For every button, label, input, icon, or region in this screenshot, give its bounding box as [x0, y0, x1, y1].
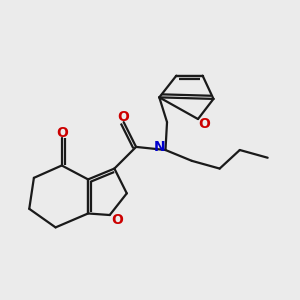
Text: O: O — [112, 213, 123, 227]
Text: O: O — [56, 126, 68, 140]
Text: N: N — [154, 140, 165, 154]
Text: O: O — [198, 117, 210, 131]
Text: O: O — [118, 110, 130, 124]
